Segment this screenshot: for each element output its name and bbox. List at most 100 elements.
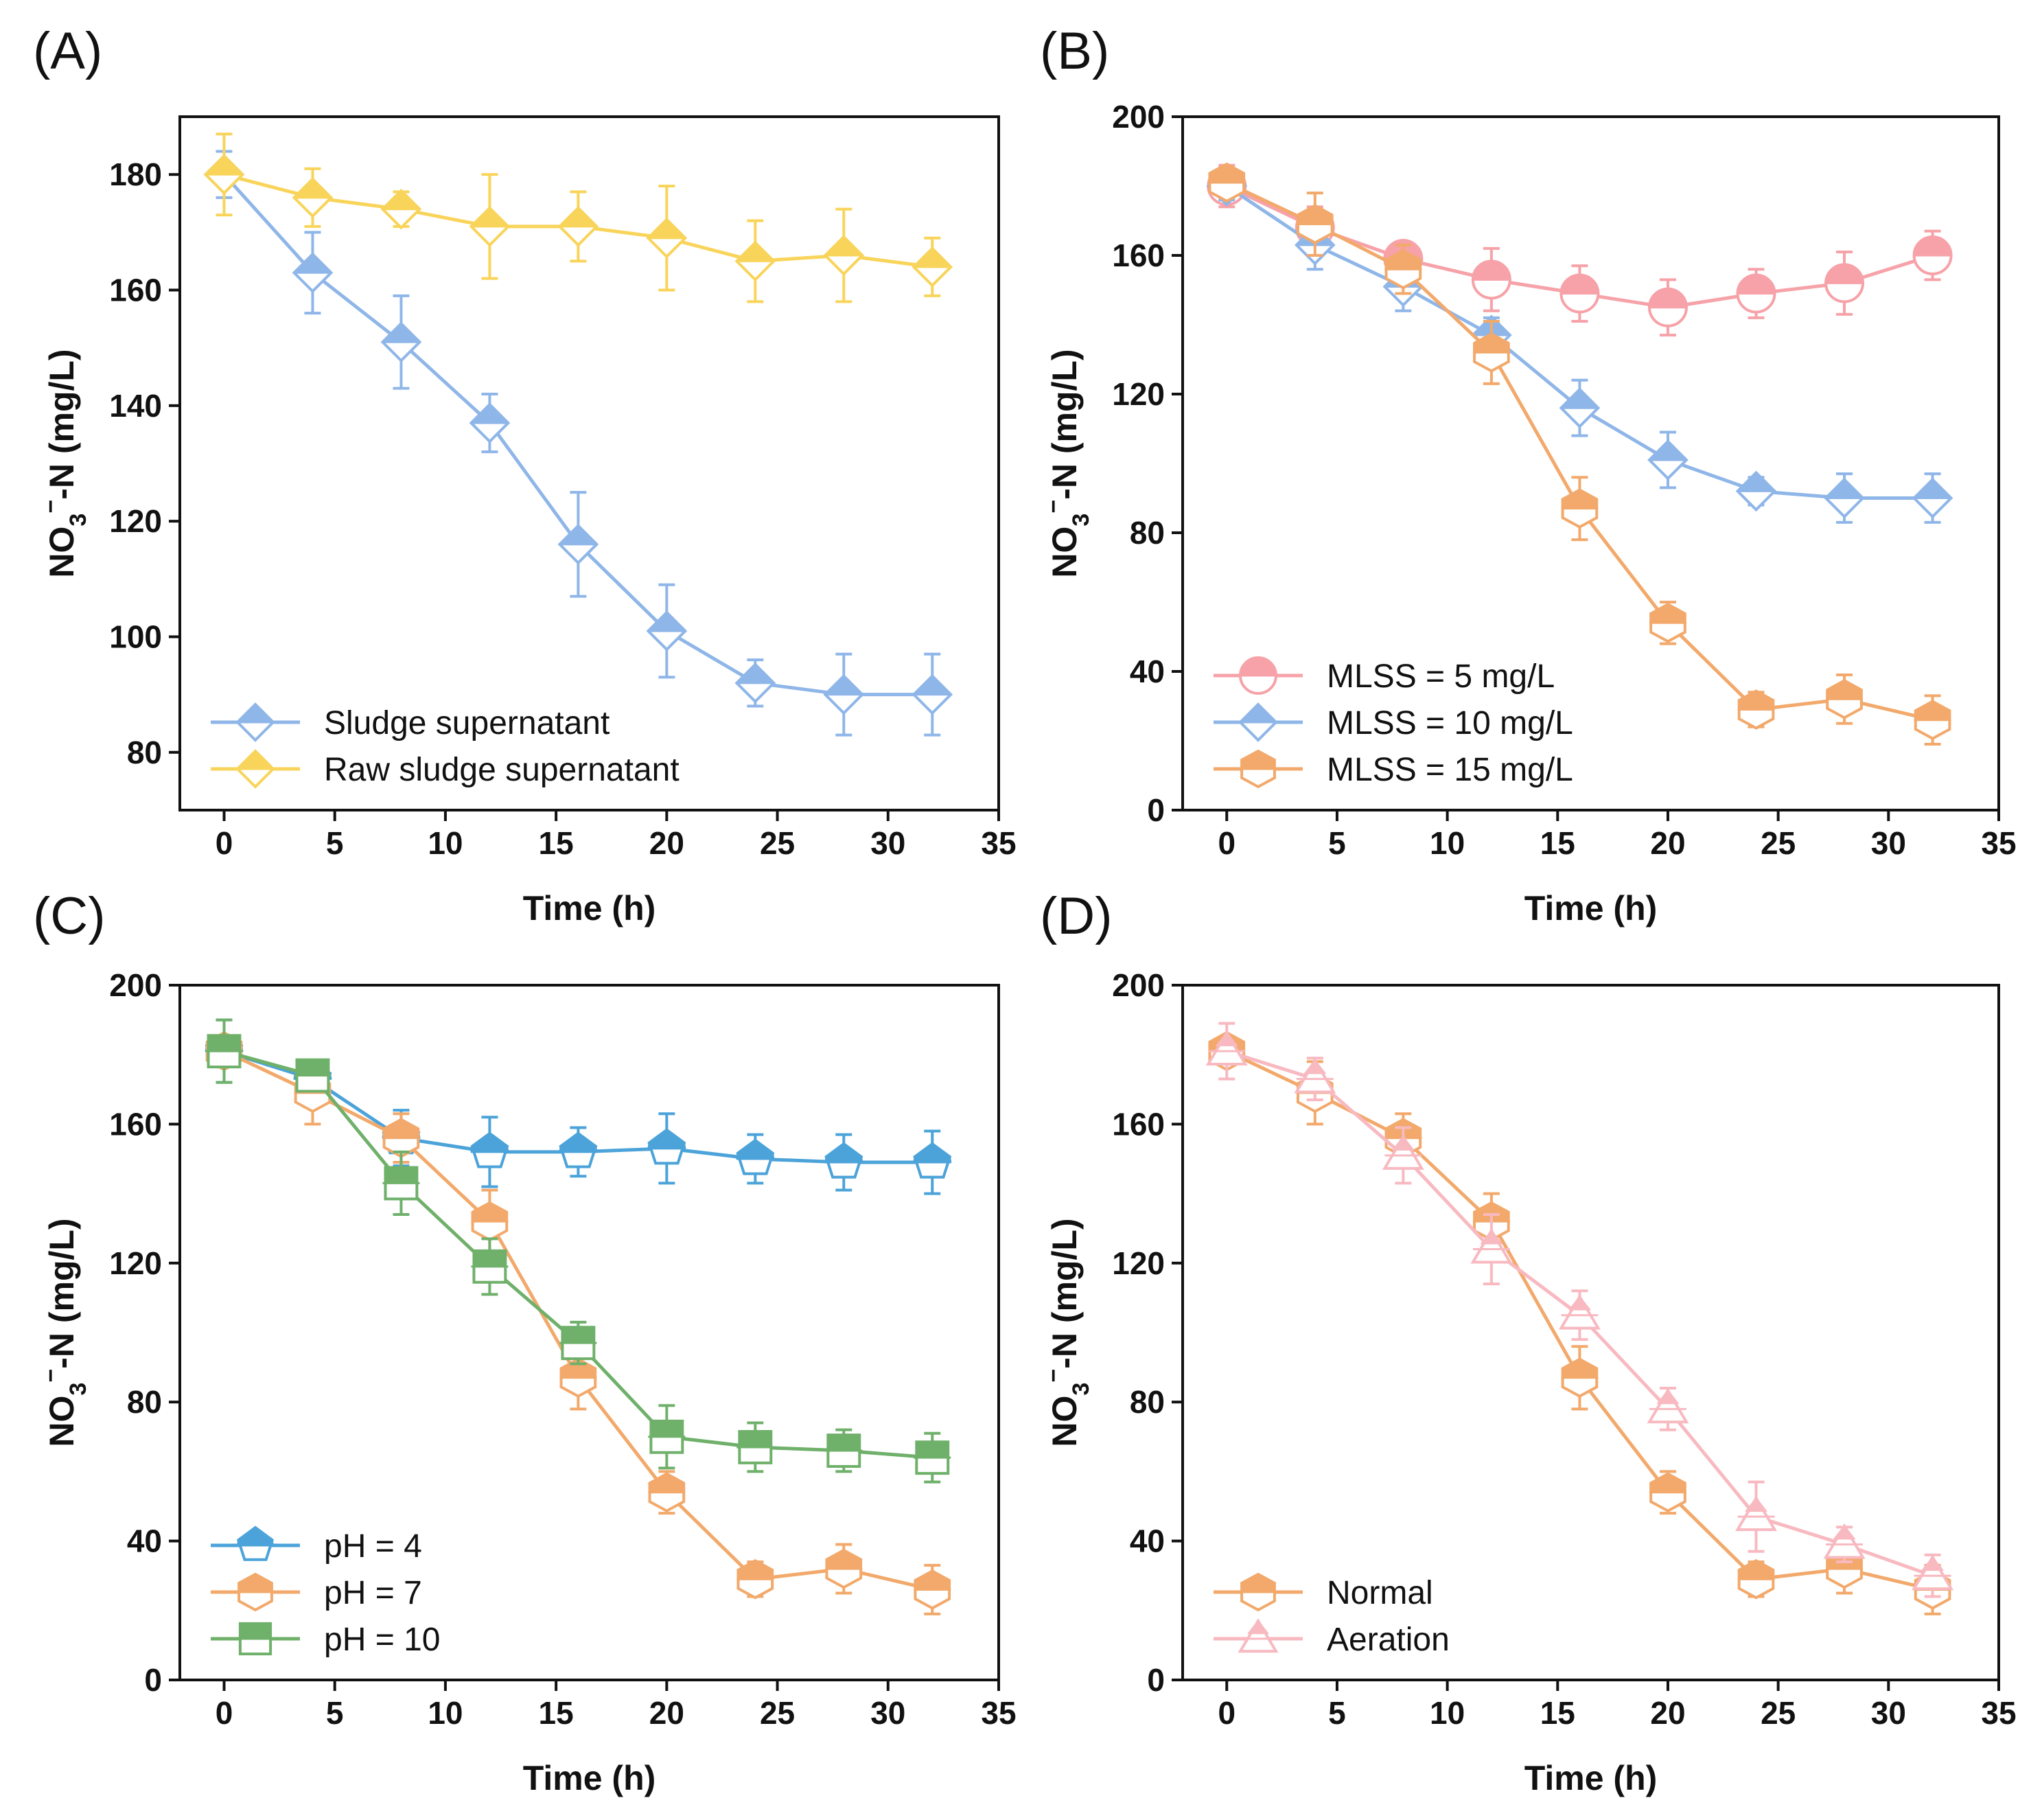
data-point-fill (1825, 264, 1864, 284)
data-point (734, 663, 776, 704)
data-point (1471, 260, 1511, 300)
data-point (1826, 679, 1864, 719)
data-point-fill (205, 155, 244, 176)
data-point-fill (913, 675, 952, 695)
data-point-fill (1562, 1358, 1598, 1379)
data-point (294, 1058, 332, 1093)
data-point (912, 673, 953, 715)
data-point (471, 1249, 509, 1284)
data-point (1647, 439, 1689, 481)
legend-label: MLSS = 5 mg/L (1327, 658, 1555, 695)
data-point-fill (1209, 163, 1245, 183)
y-tick-label: 120 (1112, 376, 1165, 412)
x-tick-label: 20 (649, 825, 684, 861)
series-line (1226, 181, 1934, 722)
data-point-fill (1833, 1525, 1855, 1540)
x-tick-label: 35 (1981, 825, 2016, 861)
data-point (1294, 1057, 1336, 1094)
y-axis-title-rest: -N (mg/L) (1045, 349, 1084, 499)
legend-label: Raw sludge supernatant (324, 752, 680, 788)
legend-item: pH = 4 (211, 1525, 422, 1565)
data-point (559, 1131, 598, 1168)
y-tick-label: 200 (109, 967, 162, 1003)
data-point (1384, 249, 1422, 290)
y-tick-label: 40 (1130, 1523, 1165, 1559)
series-0 (203, 150, 953, 737)
data-point-fill (1648, 288, 1687, 308)
data-point (1736, 273, 1776, 314)
data-point-fill (1738, 1560, 1774, 1580)
data-point-fill (913, 1143, 952, 1164)
data-point (205, 1034, 243, 1069)
data-point (469, 206, 511, 247)
series-2 (1208, 162, 1951, 746)
data-point (1912, 235, 1953, 275)
data-point (1824, 263, 1865, 303)
series-1 (205, 1030, 951, 1615)
y-tick-label: 200 (1112, 967, 1165, 1003)
data-point (1824, 477, 1865, 519)
y-tick-label: 200 (1112, 99, 1165, 135)
data-point (648, 1472, 686, 1513)
data-point-fill (470, 1132, 509, 1153)
panel-label: (A) (33, 22, 102, 80)
data-point-fill (827, 1434, 861, 1452)
data-point (823, 235, 865, 276)
data-point-fill (914, 1570, 951, 1591)
data-point (1737, 689, 1775, 730)
legend-marker-outline (1238, 1618, 1279, 1653)
y-tick-label: 80 (1130, 515, 1165, 551)
x-tick-label: 0 (1218, 1695, 1235, 1731)
legend-label: Aeration (1327, 1622, 1450, 1658)
data-point-fill (1913, 479, 1952, 499)
y-axis-title-sup: − (38, 1369, 64, 1383)
data-point-outline (1205, 1030, 1248, 1066)
y-axis-title-main: NO (1045, 527, 1084, 578)
x-tick-label: 15 (539, 1695, 574, 1731)
data-point (1737, 1558, 1775, 1600)
plot-frame (1181, 984, 2000, 1681)
data-point-fill (1738, 690, 1774, 711)
x-tick-label: 35 (1981, 1695, 2016, 1731)
legend-label: MLSS = 10 mg/L (1327, 705, 1573, 741)
data-point-outline (1470, 1228, 1513, 1264)
x-tick-label: 25 (1761, 825, 1796, 861)
y-tick-label: 40 (127, 1523, 162, 1559)
data-point (380, 321, 422, 363)
data-point (1472, 332, 1510, 373)
data-point (203, 154, 245, 195)
y-tick-label: 180 (109, 157, 162, 192)
data-point (1561, 488, 1599, 529)
y-axis-title-rest: -N (mg/L) (43, 349, 81, 499)
data-point (646, 610, 688, 652)
data-point-fill (382, 189, 421, 210)
y-axis-title-rest: -N (mg/L) (1045, 1218, 1084, 1368)
data-point (1914, 700, 1951, 740)
data-point (382, 1166, 420, 1201)
panel-C: (C) 0 5 10 15 20 25 30 35 0 40 80 120 160 200 Time (h) N… (33, 887, 1017, 1797)
data-point-fill (384, 1166, 418, 1184)
data-point (646, 217, 688, 259)
x-tick-label: 15 (1540, 1695, 1575, 1731)
x-tick-label: 15 (539, 825, 574, 861)
data-point (825, 1548, 863, 1589)
data-point-fill (1914, 700, 1951, 721)
x-tick-label: 30 (870, 1695, 905, 1731)
y-tick-label: 100 (109, 619, 162, 655)
data-point (1647, 1387, 1689, 1424)
data-point-outline (1912, 1554, 1954, 1591)
legend-marker (1238, 1618, 1279, 1653)
data-point (824, 1142, 863, 1179)
y-tick-label: 120 (109, 503, 162, 539)
legend-marker-fill (239, 1622, 272, 1639)
x-tick-label: 25 (760, 825, 795, 861)
x-tick-label: 30 (870, 825, 905, 861)
data-point-fill (736, 242, 775, 262)
y-axis-title-rest: -N (mg/L) (43, 1218, 81, 1368)
data-point (382, 1118, 420, 1158)
data-point-fill (1472, 260, 1511, 281)
legend-item: pH = 10 (211, 1622, 440, 1658)
data-point-fill (1481, 1230, 1503, 1245)
data-point-outline (1823, 1523, 1866, 1559)
y-tick-label: 80 (127, 735, 162, 770)
